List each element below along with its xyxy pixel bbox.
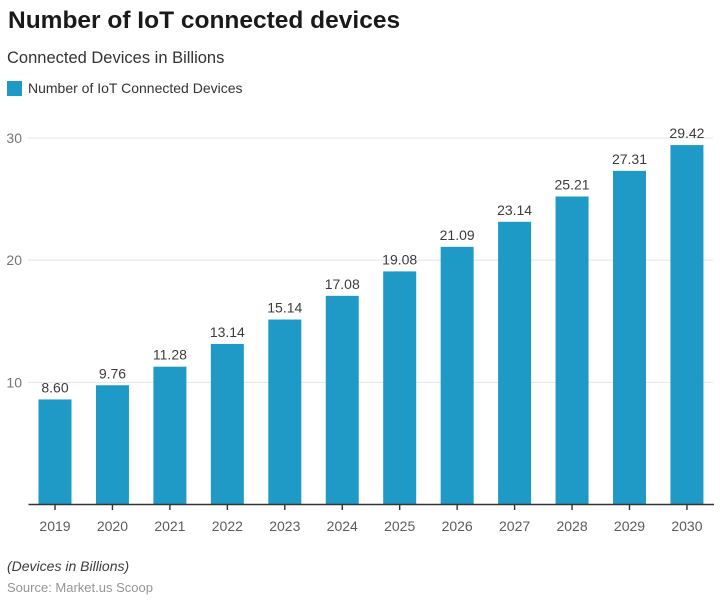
svg-text:29.42: 29.42 bbox=[669, 125, 704, 141]
svg-text:2028: 2028 bbox=[556, 518, 587, 534]
svg-text:2021: 2021 bbox=[154, 518, 185, 534]
svg-text:9.76: 9.76 bbox=[99, 365, 126, 381]
svg-text:8.60: 8.60 bbox=[41, 379, 68, 395]
svg-text:17.08: 17.08 bbox=[325, 276, 360, 292]
svg-text:2024: 2024 bbox=[327, 518, 358, 534]
svg-text:27.31: 27.31 bbox=[612, 151, 647, 167]
svg-text:13.14: 13.14 bbox=[210, 324, 245, 340]
svg-text:2023: 2023 bbox=[269, 518, 300, 534]
svg-text:2025: 2025 bbox=[384, 518, 415, 534]
svg-text:30: 30 bbox=[6, 130, 22, 146]
svg-text:2022: 2022 bbox=[212, 518, 243, 534]
svg-text:23.14: 23.14 bbox=[497, 202, 532, 218]
svg-text:2020: 2020 bbox=[97, 518, 128, 534]
svg-text:2026: 2026 bbox=[442, 518, 473, 534]
svg-text:2030: 2030 bbox=[671, 518, 702, 534]
svg-text:2019: 2019 bbox=[39, 518, 70, 534]
svg-text:2027: 2027 bbox=[499, 518, 530, 534]
svg-text:25.21: 25.21 bbox=[555, 177, 590, 193]
svg-text:2029: 2029 bbox=[614, 518, 645, 534]
svg-text:20: 20 bbox=[6, 252, 22, 268]
svg-text:21.09: 21.09 bbox=[440, 227, 475, 243]
svg-text:15.14: 15.14 bbox=[267, 300, 302, 316]
svg-text:11.28: 11.28 bbox=[153, 347, 187, 363]
svg-text:10: 10 bbox=[6, 374, 22, 390]
svg-text:19.08: 19.08 bbox=[382, 251, 417, 267]
